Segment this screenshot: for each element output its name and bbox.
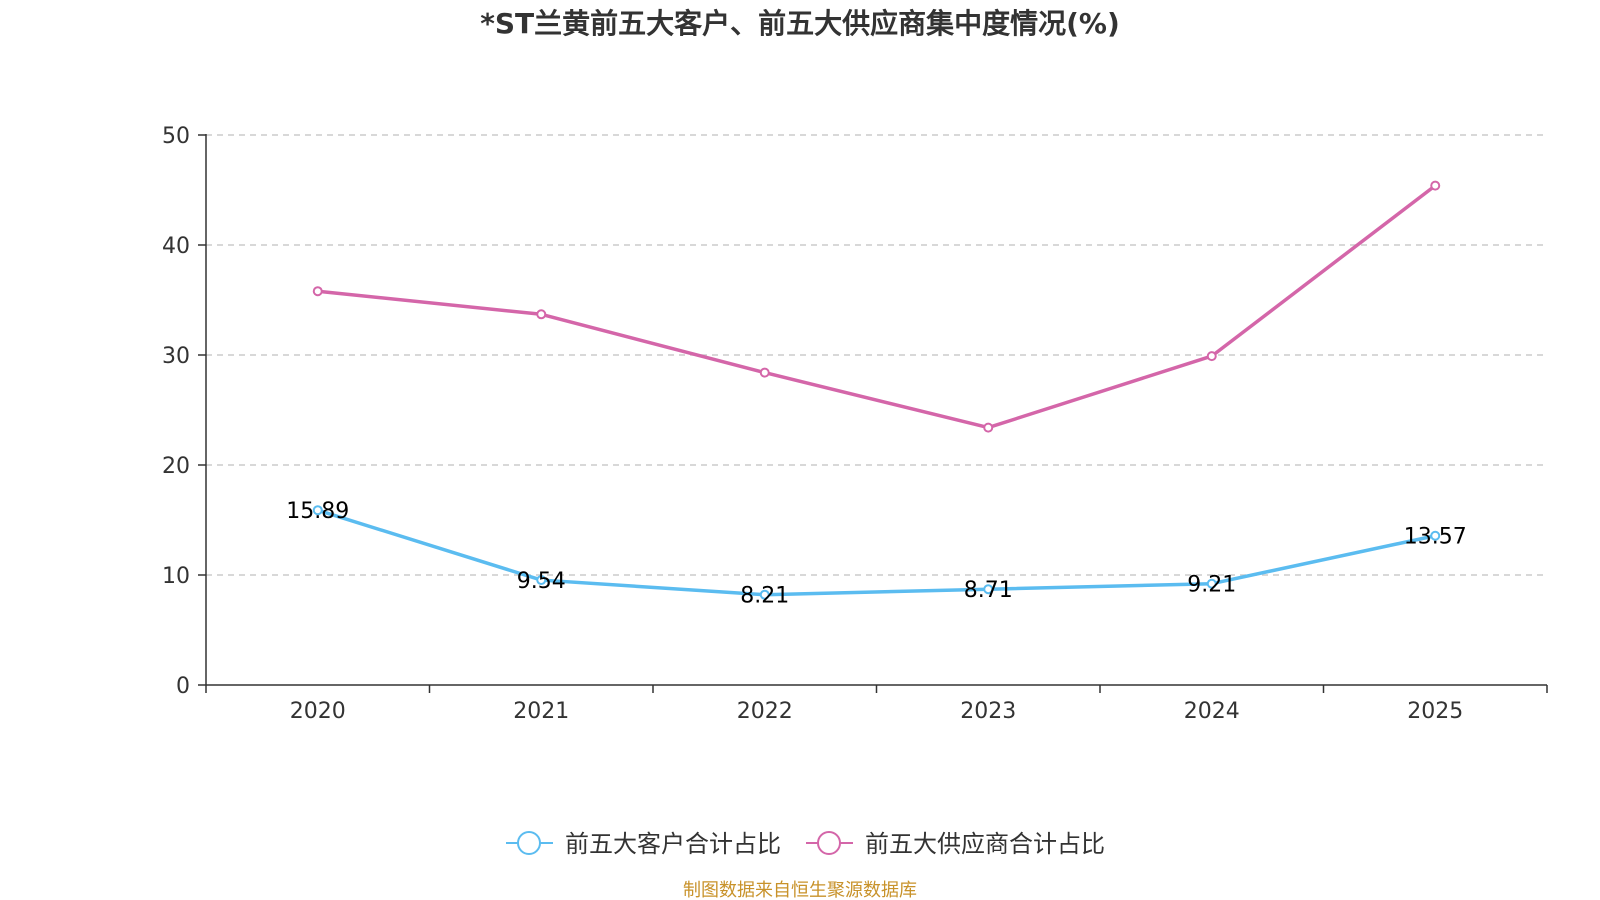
data-label-s0-2023: 8.71 [964,578,1013,603]
point-s0-2022 [759,589,770,600]
point-s1-2020 [312,286,323,297]
data-label-s0-2025: 13.57 [1404,525,1467,550]
point-s1-2022 [759,367,770,378]
x-tick-label-2024: 2024 [1184,699,1240,724]
data-label-s0-2021: 9.54 [517,569,566,594]
data-label-s0-2024: 9.21 [1187,573,1236,598]
point-s0-2020 [312,505,323,516]
x-tick-label-2021: 2021 [513,699,569,724]
x-axis-ticks: 2020 2021 2022 2023 2024 2025 [205,685,1548,724]
y-tick-label-50: 50 [162,124,190,149]
point-s0-2021 [536,575,547,586]
point-s1-2021 [536,309,547,320]
series-line-1 [317,184,1437,430]
y-tick-label-10: 10 [162,564,190,589]
legend[interactable]: 前五大客户合计占比 前五大供应商合计占比 [506,830,1105,858]
point-s0-2025 [1430,530,1441,541]
data-label-s0-2020: 15.89 [286,499,349,524]
legend-suppliers-label: 前五大供应商合计占比 [865,830,1105,858]
axes [205,134,1547,686]
grid-lines [206,134,1547,576]
point-s1-2025 [1430,180,1441,191]
data-label-s0-2022: 8.21 [740,584,789,609]
y-tick-label-40: 40 [162,234,190,259]
series-layer [312,180,1441,600]
y-tick-label-30: 30 [162,344,190,369]
legend-customers-label: 前五大客户合计占比 [565,830,781,858]
point-s0-2024 [1206,578,1217,589]
data-labels: 15.89 9.54 8.21 8.71 9.21 13.57 [286,499,1466,608]
legend-item-customers[interactable]: 前五大客户合计占比 [506,830,781,858]
legend-suppliers-marker [817,831,841,855]
point-s1-2024 [1206,351,1217,362]
legend-item-suppliers[interactable]: 前五大供应商合计占比 [806,830,1105,858]
y-tick-label-0: 0 [176,674,190,699]
point-s0-2023 [983,584,994,595]
chart-title: *ST兰黄前五大客户、前五大供应商集中度情况(%) [480,7,1120,40]
y-axis-ticks: 0 10 20 30 40 50 [162,124,206,699]
x-tick-label-2022: 2022 [737,699,793,724]
source-note: 制图数据来自恒生聚源数据库 [683,880,917,900]
x-tick-label-2023: 2023 [960,699,1016,724]
series-line-0 [317,508,1436,597]
x-tick-label-2025: 2025 [1407,699,1463,724]
x-tick-label-2020: 2020 [290,699,346,724]
y-tick-label-20: 20 [162,454,190,479]
point-s1-2023 [983,422,994,433]
legend-customers-marker [517,831,541,855]
